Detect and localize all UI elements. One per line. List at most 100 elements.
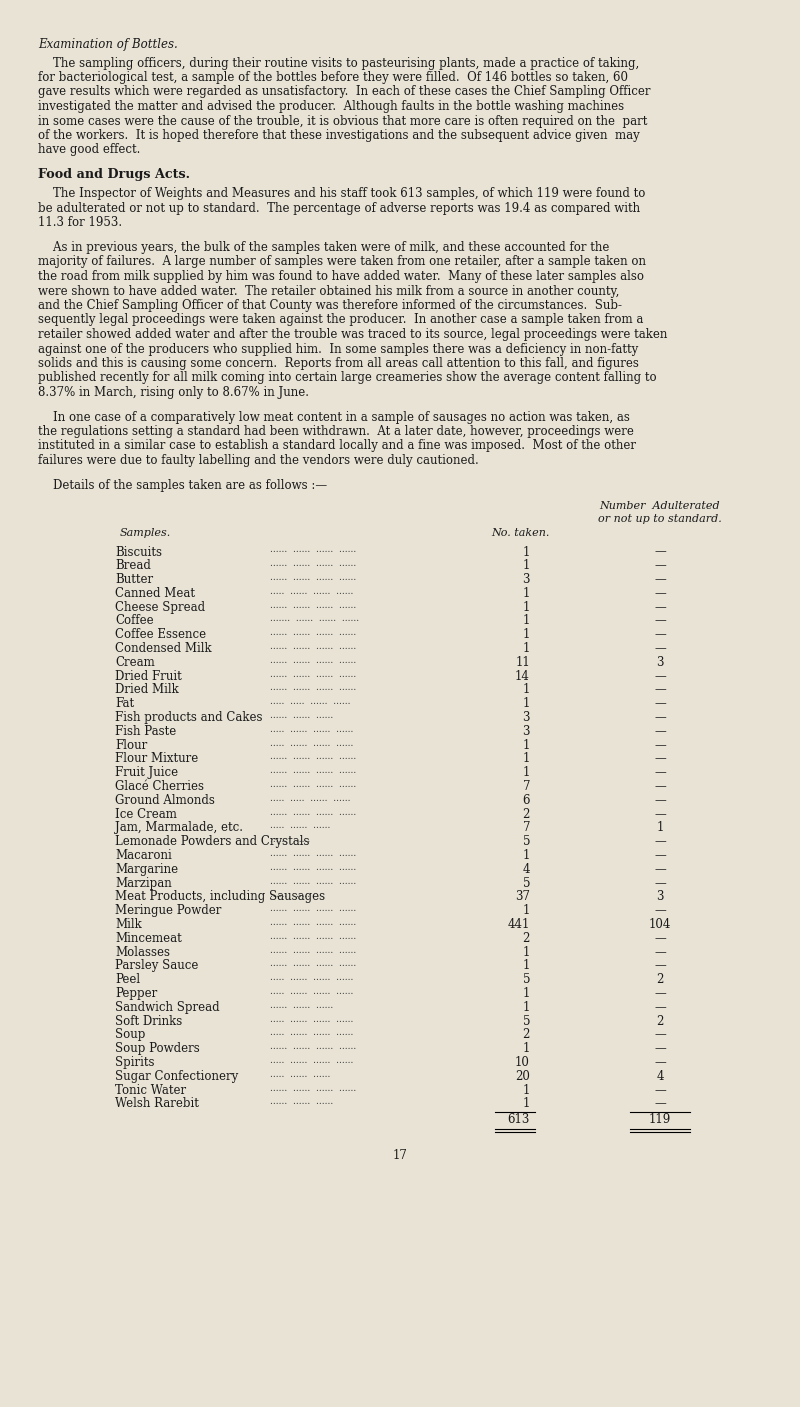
Text: 6: 6	[522, 794, 530, 806]
Text: —: —	[654, 753, 666, 765]
Text: —: —	[654, 670, 666, 682]
Text: 1: 1	[522, 642, 530, 656]
Text: Fish products and Cakes: Fish products and Cakes	[115, 711, 262, 725]
Text: 104: 104	[649, 919, 671, 931]
Text: Cream: Cream	[115, 656, 154, 668]
Text: 1: 1	[656, 822, 664, 834]
Text: ......  ......  ......: ...... ...... ......	[270, 711, 334, 720]
Text: 1: 1	[522, 615, 530, 628]
Text: 1: 1	[522, 684, 530, 696]
Text: Details of the samples taken are as follows :—: Details of the samples taken are as foll…	[53, 478, 327, 491]
Text: .....  ......  ......  ......: ..... ...... ...... ......	[270, 725, 354, 734]
Text: —: —	[654, 1083, 666, 1096]
Text: 1: 1	[522, 753, 530, 765]
Text: Spirits: Spirits	[115, 1057, 154, 1069]
Text: Canned Meat: Canned Meat	[115, 587, 195, 599]
Text: 1: 1	[522, 767, 530, 779]
Text: 1: 1	[522, 629, 530, 642]
Text: —: —	[654, 684, 666, 696]
Text: 3: 3	[522, 711, 530, 725]
Text: —: —	[654, 836, 666, 848]
Text: 1: 1	[522, 960, 530, 972]
Text: Macaroni: Macaroni	[115, 848, 172, 862]
Text: 1: 1	[522, 1000, 530, 1014]
Text: Meringue Powder: Meringue Powder	[115, 905, 222, 917]
Text: 2: 2	[522, 1029, 530, 1041]
Text: Welsh Rarebit: Welsh Rarebit	[115, 1097, 199, 1110]
Text: Examination of Bottles.: Examination of Bottles.	[38, 38, 178, 51]
Text: —: —	[654, 601, 666, 613]
Text: Soft Drinks: Soft Drinks	[115, 1014, 182, 1027]
Text: —: —	[654, 725, 666, 737]
Text: —: —	[654, 848, 666, 862]
Text: Samples.: Samples.	[119, 528, 170, 537]
Text: —: —	[654, 711, 666, 725]
Text: 4: 4	[522, 862, 530, 877]
Text: —: —	[654, 794, 666, 806]
Text: ......  ......  ......  ......: ...... ...... ...... ......	[270, 779, 356, 789]
Text: —: —	[654, 767, 666, 779]
Text: published recently for all milk coming into certain large creameries show the av: published recently for all milk coming i…	[38, 371, 657, 384]
Text: 1: 1	[522, 848, 530, 862]
Text: —: —	[654, 1057, 666, 1069]
Text: Fish Paste: Fish Paste	[115, 725, 176, 737]
Text: Flour Mixture: Flour Mixture	[115, 753, 198, 765]
Text: Jam, Marmalade, etc.: Jam, Marmalade, etc.	[115, 822, 243, 834]
Text: —: —	[654, 960, 666, 972]
Text: ......  ......  ......  ......: ...... ...... ...... ......	[270, 601, 356, 609]
Text: .....  ......  ......  ......: ..... ...... ...... ......	[270, 974, 354, 982]
Text: in some cases were the cause of the trouble, it is obvious that more care is oft: in some cases were the cause of the trou…	[38, 114, 647, 128]
Text: 10: 10	[515, 1057, 530, 1069]
Text: ......  ......  ......  ......: ...... ...... ...... ......	[270, 905, 356, 913]
Text: .....  ......  ......  ......: ..... ...... ...... ......	[270, 587, 354, 597]
Text: 2: 2	[522, 931, 530, 946]
Text: Ice Cream: Ice Cream	[115, 808, 177, 820]
Text: .....  ......  ......  ......: ..... ...... ...... ......	[270, 1014, 354, 1024]
Text: Glacé Cherries: Glacé Cherries	[115, 779, 204, 794]
Text: sequently legal proceedings were taken against the producer.  In another case a : sequently legal proceedings were taken a…	[38, 314, 643, 326]
Text: —: —	[654, 946, 666, 958]
Text: ......  ......  ......  ......: ...... ...... ...... ......	[270, 670, 356, 678]
Text: 5: 5	[522, 877, 530, 889]
Text: —: —	[654, 573, 666, 587]
Text: 1: 1	[522, 546, 530, 559]
Text: 2: 2	[656, 1014, 664, 1027]
Text: Butter: Butter	[115, 573, 153, 587]
Text: —: —	[654, 808, 666, 820]
Text: Soup Powders: Soup Powders	[115, 1043, 200, 1055]
Text: 5: 5	[522, 974, 530, 986]
Text: be adulterated or not up to standard.  The percentage of adverse reports was 19.: be adulterated or not up to standard. Th…	[38, 203, 640, 215]
Text: Tonic Water: Tonic Water	[115, 1083, 186, 1096]
Text: 1: 1	[522, 1097, 530, 1110]
Text: ......  ......  ......  ......: ...... ...... ...... ......	[270, 931, 356, 941]
Text: Coffee: Coffee	[115, 615, 154, 628]
Text: —: —	[654, 1000, 666, 1014]
Text: Marzipan: Marzipan	[115, 877, 172, 889]
Text: ......  ......  ......  ......: ...... ...... ...... ......	[270, 560, 356, 568]
Text: Cheese Spread: Cheese Spread	[115, 601, 205, 613]
Text: ......  ......  ......  ......: ...... ...... ...... ......	[270, 753, 356, 761]
Text: 11: 11	[515, 656, 530, 668]
Text: ......  ......  ......  ......: ...... ...... ...... ......	[270, 919, 356, 927]
Text: —: —	[654, 587, 666, 599]
Text: 1: 1	[522, 601, 530, 613]
Text: Pepper: Pepper	[115, 988, 158, 1000]
Text: Milk: Milk	[115, 919, 142, 931]
Text: 1: 1	[522, 587, 530, 599]
Text: 14: 14	[515, 670, 530, 682]
Text: ......  ......  ......  ......: ...... ...... ...... ......	[270, 767, 356, 775]
Text: 11.3 for 1953.: 11.3 for 1953.	[38, 217, 122, 229]
Text: —: —	[654, 988, 666, 1000]
Text: 1: 1	[522, 739, 530, 751]
Text: 3: 3	[522, 573, 530, 587]
Text: Sugar Confectionery: Sugar Confectionery	[115, 1069, 238, 1083]
Text: Meat Products, including Sausages: Meat Products, including Sausages	[115, 891, 325, 903]
Text: ......  ......  ......: ...... ...... ......	[270, 1097, 334, 1106]
Text: 20: 20	[515, 1069, 530, 1083]
Text: Fruit Juice: Fruit Juice	[115, 767, 178, 779]
Text: ......  ......  ......  ......: ...... ...... ...... ......	[270, 848, 356, 858]
Text: —: —	[654, 905, 666, 917]
Text: ......  ......  ......  ......: ...... ...... ...... ......	[270, 946, 356, 955]
Text: ......  ......  ......  ......: ...... ...... ...... ......	[270, 862, 356, 872]
Text: Sandwich Spread: Sandwich Spread	[115, 1000, 220, 1014]
